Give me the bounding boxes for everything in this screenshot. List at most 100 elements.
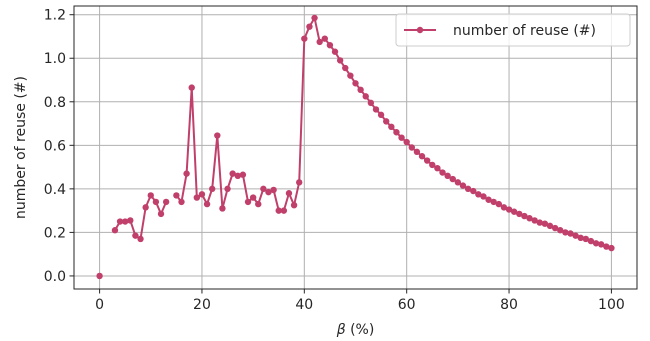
data-point [434, 164, 441, 172]
data-point [203, 200, 211, 208]
data-point [521, 212, 528, 220]
data-point [214, 132, 221, 139]
data-point [572, 232, 579, 239]
data-point [255, 200, 262, 208]
data-point [244, 198, 252, 206]
legend-marker-sample [416, 26, 424, 34]
data-point [280, 207, 288, 214]
data-point [587, 237, 595, 245]
data-point [219, 205, 226, 212]
data-point [516, 210, 523, 218]
x-axis-symbol: β [336, 322, 346, 338]
data-point [173, 192, 180, 199]
series-layer [96, 14, 615, 280]
data-point [347, 72, 354, 79]
data-point [234, 172, 241, 179]
data-point [352, 80, 359, 87]
data-point [111, 227, 119, 234]
data-point [198, 191, 206, 198]
data-point [260, 185, 267, 193]
data-point [372, 106, 380, 113]
data-point [377, 111, 385, 119]
data-point [270, 186, 277, 194]
y-tick-label: 0.2 [44, 225, 66, 241]
data-point [526, 215, 533, 222]
data-point [342, 64, 349, 72]
data-point [531, 217, 538, 224]
data-point [239, 171, 247, 178]
x-axis-label: β (%) [336, 322, 375, 338]
data-point [362, 93, 369, 100]
data-point [265, 188, 272, 196]
data-point [116, 218, 124, 225]
data-point [393, 129, 400, 136]
data-point [306, 23, 313, 30]
data-point [546, 222, 554, 230]
data-point [357, 86, 364, 94]
data-point [557, 227, 564, 234]
data-point [316, 38, 323, 46]
x-axis-unit: (%) [346, 322, 375, 338]
data-point [285, 190, 293, 197]
data-point [142, 204, 149, 211]
data-point [582, 235, 590, 243]
legend-box [395, 13, 631, 47]
data-point [480, 193, 487, 200]
data-point [577, 234, 584, 242]
data-point [96, 272, 103, 280]
data-point [429, 161, 436, 169]
data-point [475, 191, 482, 198]
data-point [229, 170, 236, 177]
data-point [459, 182, 467, 189]
data-point [183, 170, 190, 177]
axis-ticks: 0 20 40 60 80 100 0.0 0.2 0.4 0.6 0.8 1.0 1.2 [44, 8, 625, 313]
y-tick-label: 0.6 [44, 138, 66, 154]
data-point [439, 169, 446, 176]
legend-label: number of reuse (#) [453, 23, 596, 39]
data-point [490, 198, 497, 206]
data-point [127, 217, 134, 224]
data-point [551, 224, 559, 232]
data-point [275, 207, 282, 214]
data-point [444, 172, 451, 179]
data-point [301, 35, 308, 42]
data-point [383, 118, 390, 125]
data-point [464, 185, 472, 193]
y-axis-label: number of reuse (#) [13, 76, 29, 219]
data-point [188, 84, 195, 91]
data-point [505, 206, 513, 213]
data-point [321, 35, 328, 42]
data-point [408, 144, 415, 151]
plot-frame [73, 5, 638, 290]
data-point [193, 194, 201, 201]
data-point [367, 99, 375, 107]
data-point [132, 232, 139, 239]
x-tick-label: 40 [295, 297, 313, 313]
x-tick-label: 80 [500, 297, 518, 313]
data-point [398, 134, 405, 141]
x-tick-label: 60 [398, 297, 416, 313]
data-point [470, 187, 477, 195]
data-point [157, 210, 165, 218]
legend: number of reuse (#) [395, 13, 631, 47]
data-point [592, 240, 600, 247]
data-point [454, 179, 462, 186]
data-point [500, 204, 508, 211]
data-point [249, 194, 257, 201]
data-point [137, 235, 144, 243]
data-point [418, 153, 426, 160]
data-point [413, 148, 421, 156]
y-tick-label: 1.2 [44, 8, 66, 24]
data-point [178, 198, 185, 206]
data-point [608, 244, 615, 252]
data-point [326, 41, 334, 49]
data-point [567, 230, 574, 237]
data-point [331, 48, 339, 55]
data-point [121, 218, 129, 225]
data-point [603, 243, 610, 250]
data-point [495, 200, 503, 208]
x-tick-label: 20 [193, 297, 211, 313]
data-point [562, 229, 569, 236]
